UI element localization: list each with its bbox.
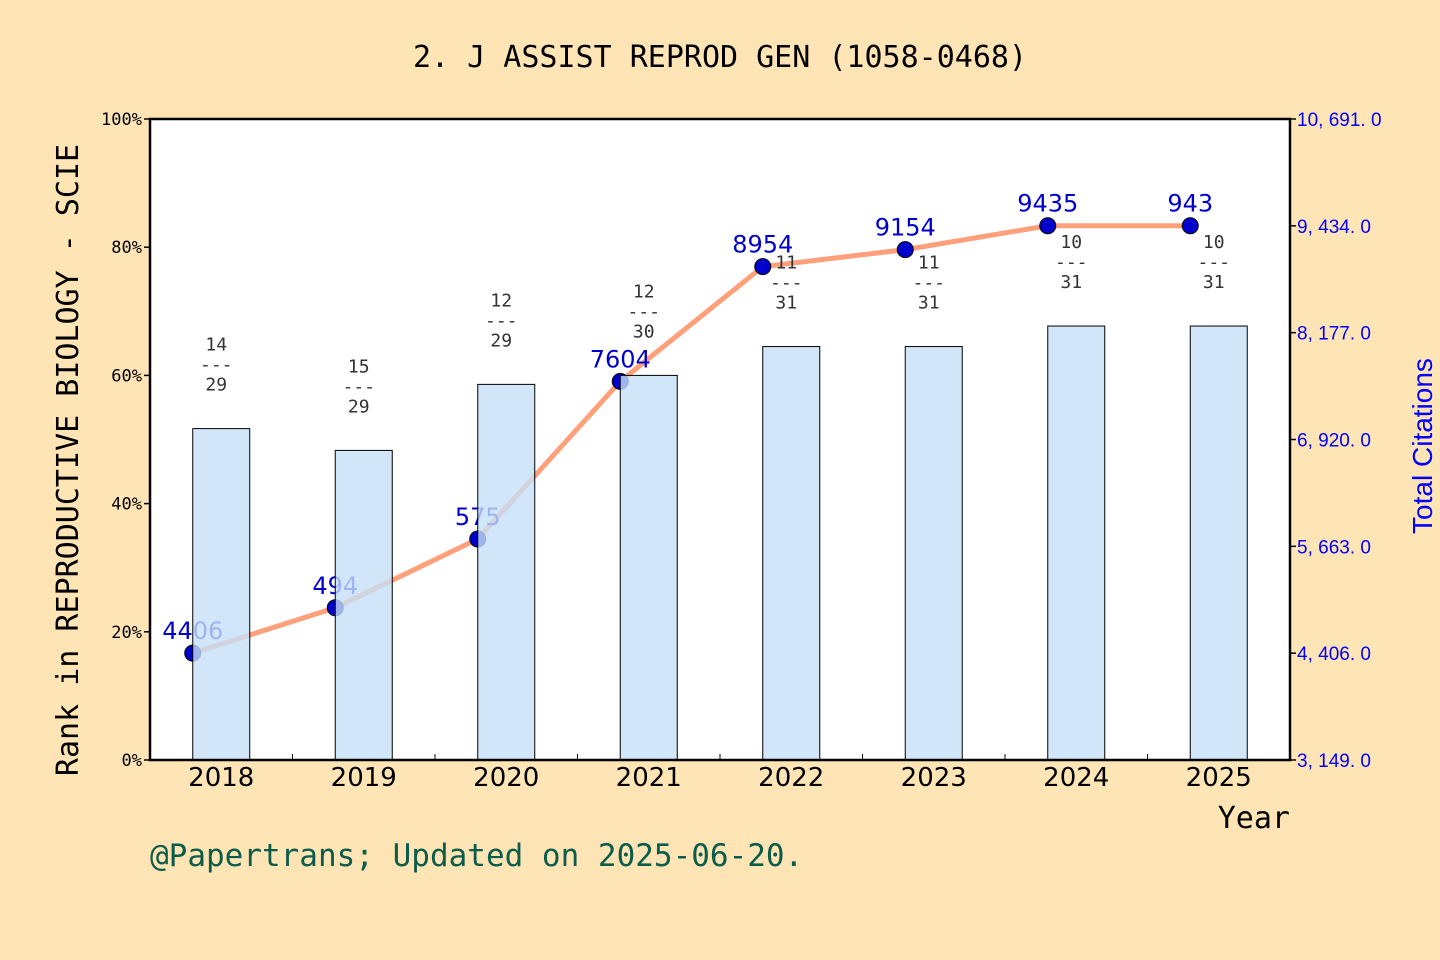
rank-separator: --- — [770, 273, 803, 294]
rank-bar — [762, 346, 821, 761]
chart-title: 2. J ASSIST REPROD GEN (1058-0468) — [413, 40, 1027, 75]
x-tick-label: 2020 — [473, 763, 539, 793]
rank-total: 31 — [775, 293, 797, 314]
rank-value: 10 — [1203, 232, 1225, 253]
citation-label: 8954 — [732, 231, 793, 259]
right-tick-label: 4, 406. 0 — [1297, 644, 1371, 665]
rank-bar — [192, 428, 251, 761]
rank-bar — [477, 383, 536, 761]
y-axis-right-label: Total Citations — [1407, 358, 1438, 534]
rank-total: 31 — [1203, 272, 1225, 293]
rank-separator: --- — [627, 301, 660, 322]
citation-point — [1039, 217, 1057, 235]
x-tick-label: 2019 — [331, 763, 397, 793]
rank-separator: --- — [1055, 252, 1088, 273]
rank-value: 11 — [918, 253, 940, 274]
rank-value: 15 — [348, 356, 370, 377]
citation-point — [1181, 217, 1199, 235]
left-tick-label: 80% — [111, 238, 142, 258]
rank-separator: --- — [912, 273, 945, 294]
right-tick-label: 6, 920. 0 — [1297, 431, 1371, 452]
left-tick-label: 60% — [111, 366, 142, 386]
right-tick-label: 10, 691. 0 — [1297, 110, 1382, 131]
left-tick-label: 0% — [122, 751, 142, 771]
left-tick-label: 40% — [111, 495, 142, 515]
rank-total: 31 — [1060, 272, 1082, 293]
x-tick-label: 2024 — [1043, 763, 1109, 793]
x-tick-label: 2022 — [758, 763, 824, 793]
citation-point — [896, 241, 914, 259]
rank-total: 30 — [633, 321, 655, 342]
citation-label: 9154 — [875, 214, 936, 242]
x-tick-label: 2018 — [188, 763, 254, 793]
citation-point — [754, 258, 772, 276]
rank-bar — [1189, 325, 1248, 761]
rank-value: 10 — [1060, 232, 1082, 253]
citation-label: 7604 — [590, 345, 651, 373]
footer-credit: @Papertrans; Updated on 2025-06-20. — [150, 838, 803, 874]
rank-bar — [619, 374, 678, 761]
right-tick-label: 9, 434. 0 — [1297, 217, 1371, 238]
x-axis-label: Year — [1218, 801, 1290, 836]
rank-value: 12 — [490, 290, 512, 311]
left-tick-label: 20% — [111, 623, 142, 643]
rank-bar — [904, 346, 963, 761]
right-tick-label: 5, 663. 0 — [1297, 537, 1371, 558]
right-tick-label: 3, 149. 0 — [1297, 751, 1371, 772]
rank-total: 31 — [918, 293, 940, 314]
rank-bar — [334, 449, 393, 761]
x-tick-label: 2025 — [1186, 763, 1252, 793]
plot-frame — [148, 117, 1292, 762]
rank-total: 29 — [205, 375, 227, 396]
rank-separator: --- — [1197, 252, 1230, 273]
rank-value: 12 — [633, 281, 655, 302]
rank-bar — [1047, 325, 1106, 761]
x-tick-label: 2023 — [901, 763, 967, 793]
rank-total: 29 — [348, 396, 370, 417]
rank-total: 29 — [490, 330, 512, 351]
right-tick-label: 8, 177. 0 — [1297, 324, 1371, 345]
citation-label: 9435 — [1017, 190, 1078, 218]
citation-label: 943 — [1167, 190, 1213, 218]
plot-area — [150, 119, 1290, 760]
rank-value: 14 — [205, 335, 227, 356]
rank-value: 11 — [775, 253, 797, 274]
x-tick-label: 2021 — [616, 763, 682, 793]
y-axis-left-label: Rank in REPRODUCTIVE BIOLOGY - SCIE — [51, 144, 86, 776]
rank-separator: --- — [485, 310, 518, 331]
rank-separator: --- — [342, 376, 375, 397]
left-tick-label: 100% — [101, 110, 142, 130]
rank-separator: --- — [200, 355, 233, 376]
